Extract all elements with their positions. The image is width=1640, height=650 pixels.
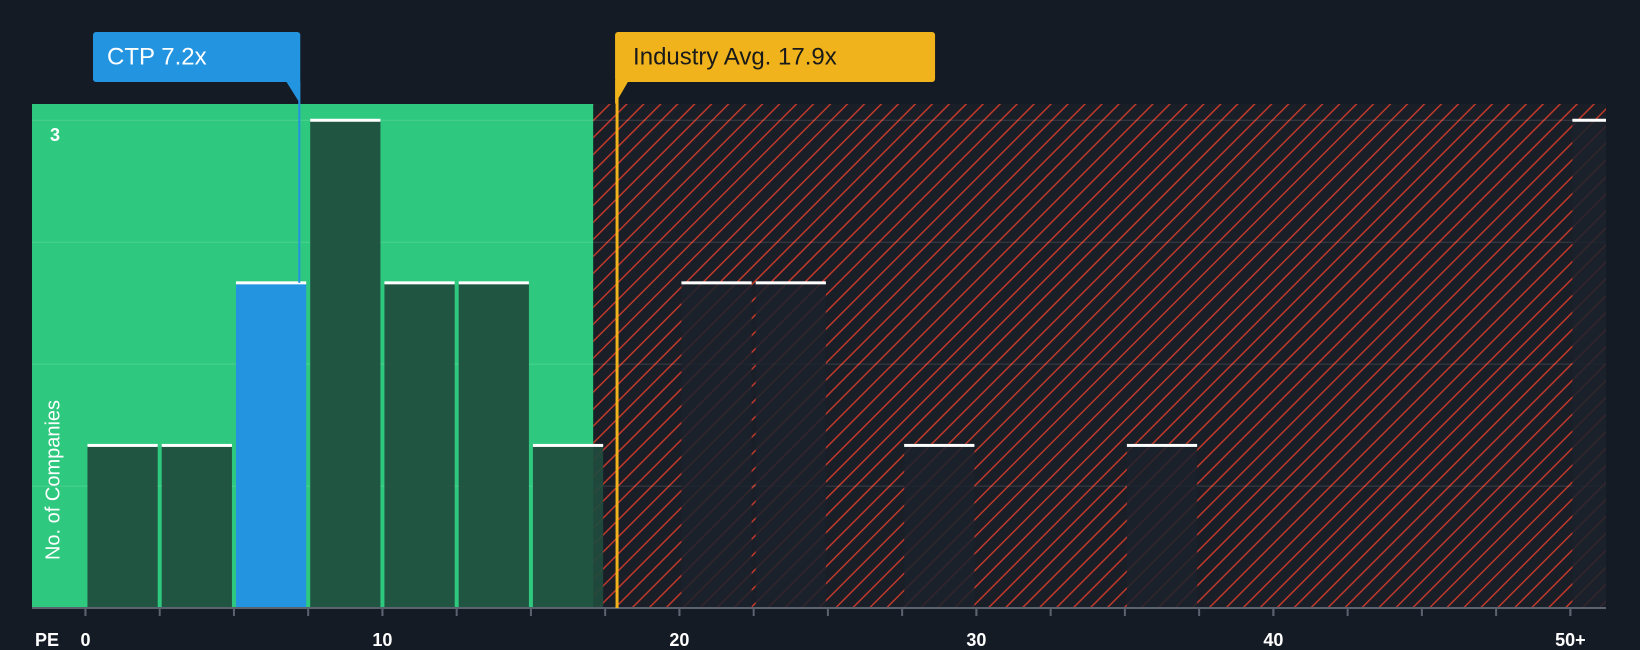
bar: [904, 445, 975, 608]
company-box: [93, 32, 301, 82]
bar: [532, 445, 604, 608]
bar: [384, 282, 455, 608]
bar: [755, 282, 826, 608]
bar: [87, 445, 158, 608]
x-tick-label: 20: [669, 630, 689, 650]
bar-top: [904, 443, 975, 447]
y-axis-label: No. of Companies: [42, 400, 64, 560]
x-tick-label: 30: [966, 630, 986, 650]
bar-top: [87, 443, 158, 447]
industry-avg-label: Industry Avg. 17.9x: [633, 43, 837, 70]
bar-top: [310, 118, 381, 122]
industry-avg-pointer: [615, 80, 630, 104]
bar-top: [755, 281, 826, 285]
x-tick-label: 0: [80, 630, 90, 650]
bar-top: [532, 443, 604, 447]
bar-top: [681, 281, 752, 285]
x-axis-label: PE: [35, 630, 59, 650]
bar-top: [384, 281, 455, 285]
bar: [681, 282, 752, 608]
x-tick-label: 50+: [1555, 630, 1586, 650]
bar-top: [235, 281, 307, 285]
bar-top: [161, 443, 232, 447]
bar-top: [458, 281, 529, 285]
company-pointer: [285, 80, 301, 104]
bar: [310, 120, 381, 608]
bar-top: [1126, 443, 1198, 447]
bar: [1572, 120, 1606, 608]
bars: [87, 118, 1606, 608]
y-tick-label: 3: [50, 125, 60, 145]
bar: [458, 282, 529, 608]
bar: [161, 445, 232, 608]
company-label: CTP 7.2x: [107, 43, 207, 70]
bar: [1126, 445, 1198, 608]
industry-avg-box: [615, 32, 936, 82]
x-tick-label: 10: [372, 630, 392, 650]
x-tick-label: 40: [1263, 630, 1283, 650]
bar: [235, 282, 307, 608]
bar-top: [1572, 118, 1606, 122]
